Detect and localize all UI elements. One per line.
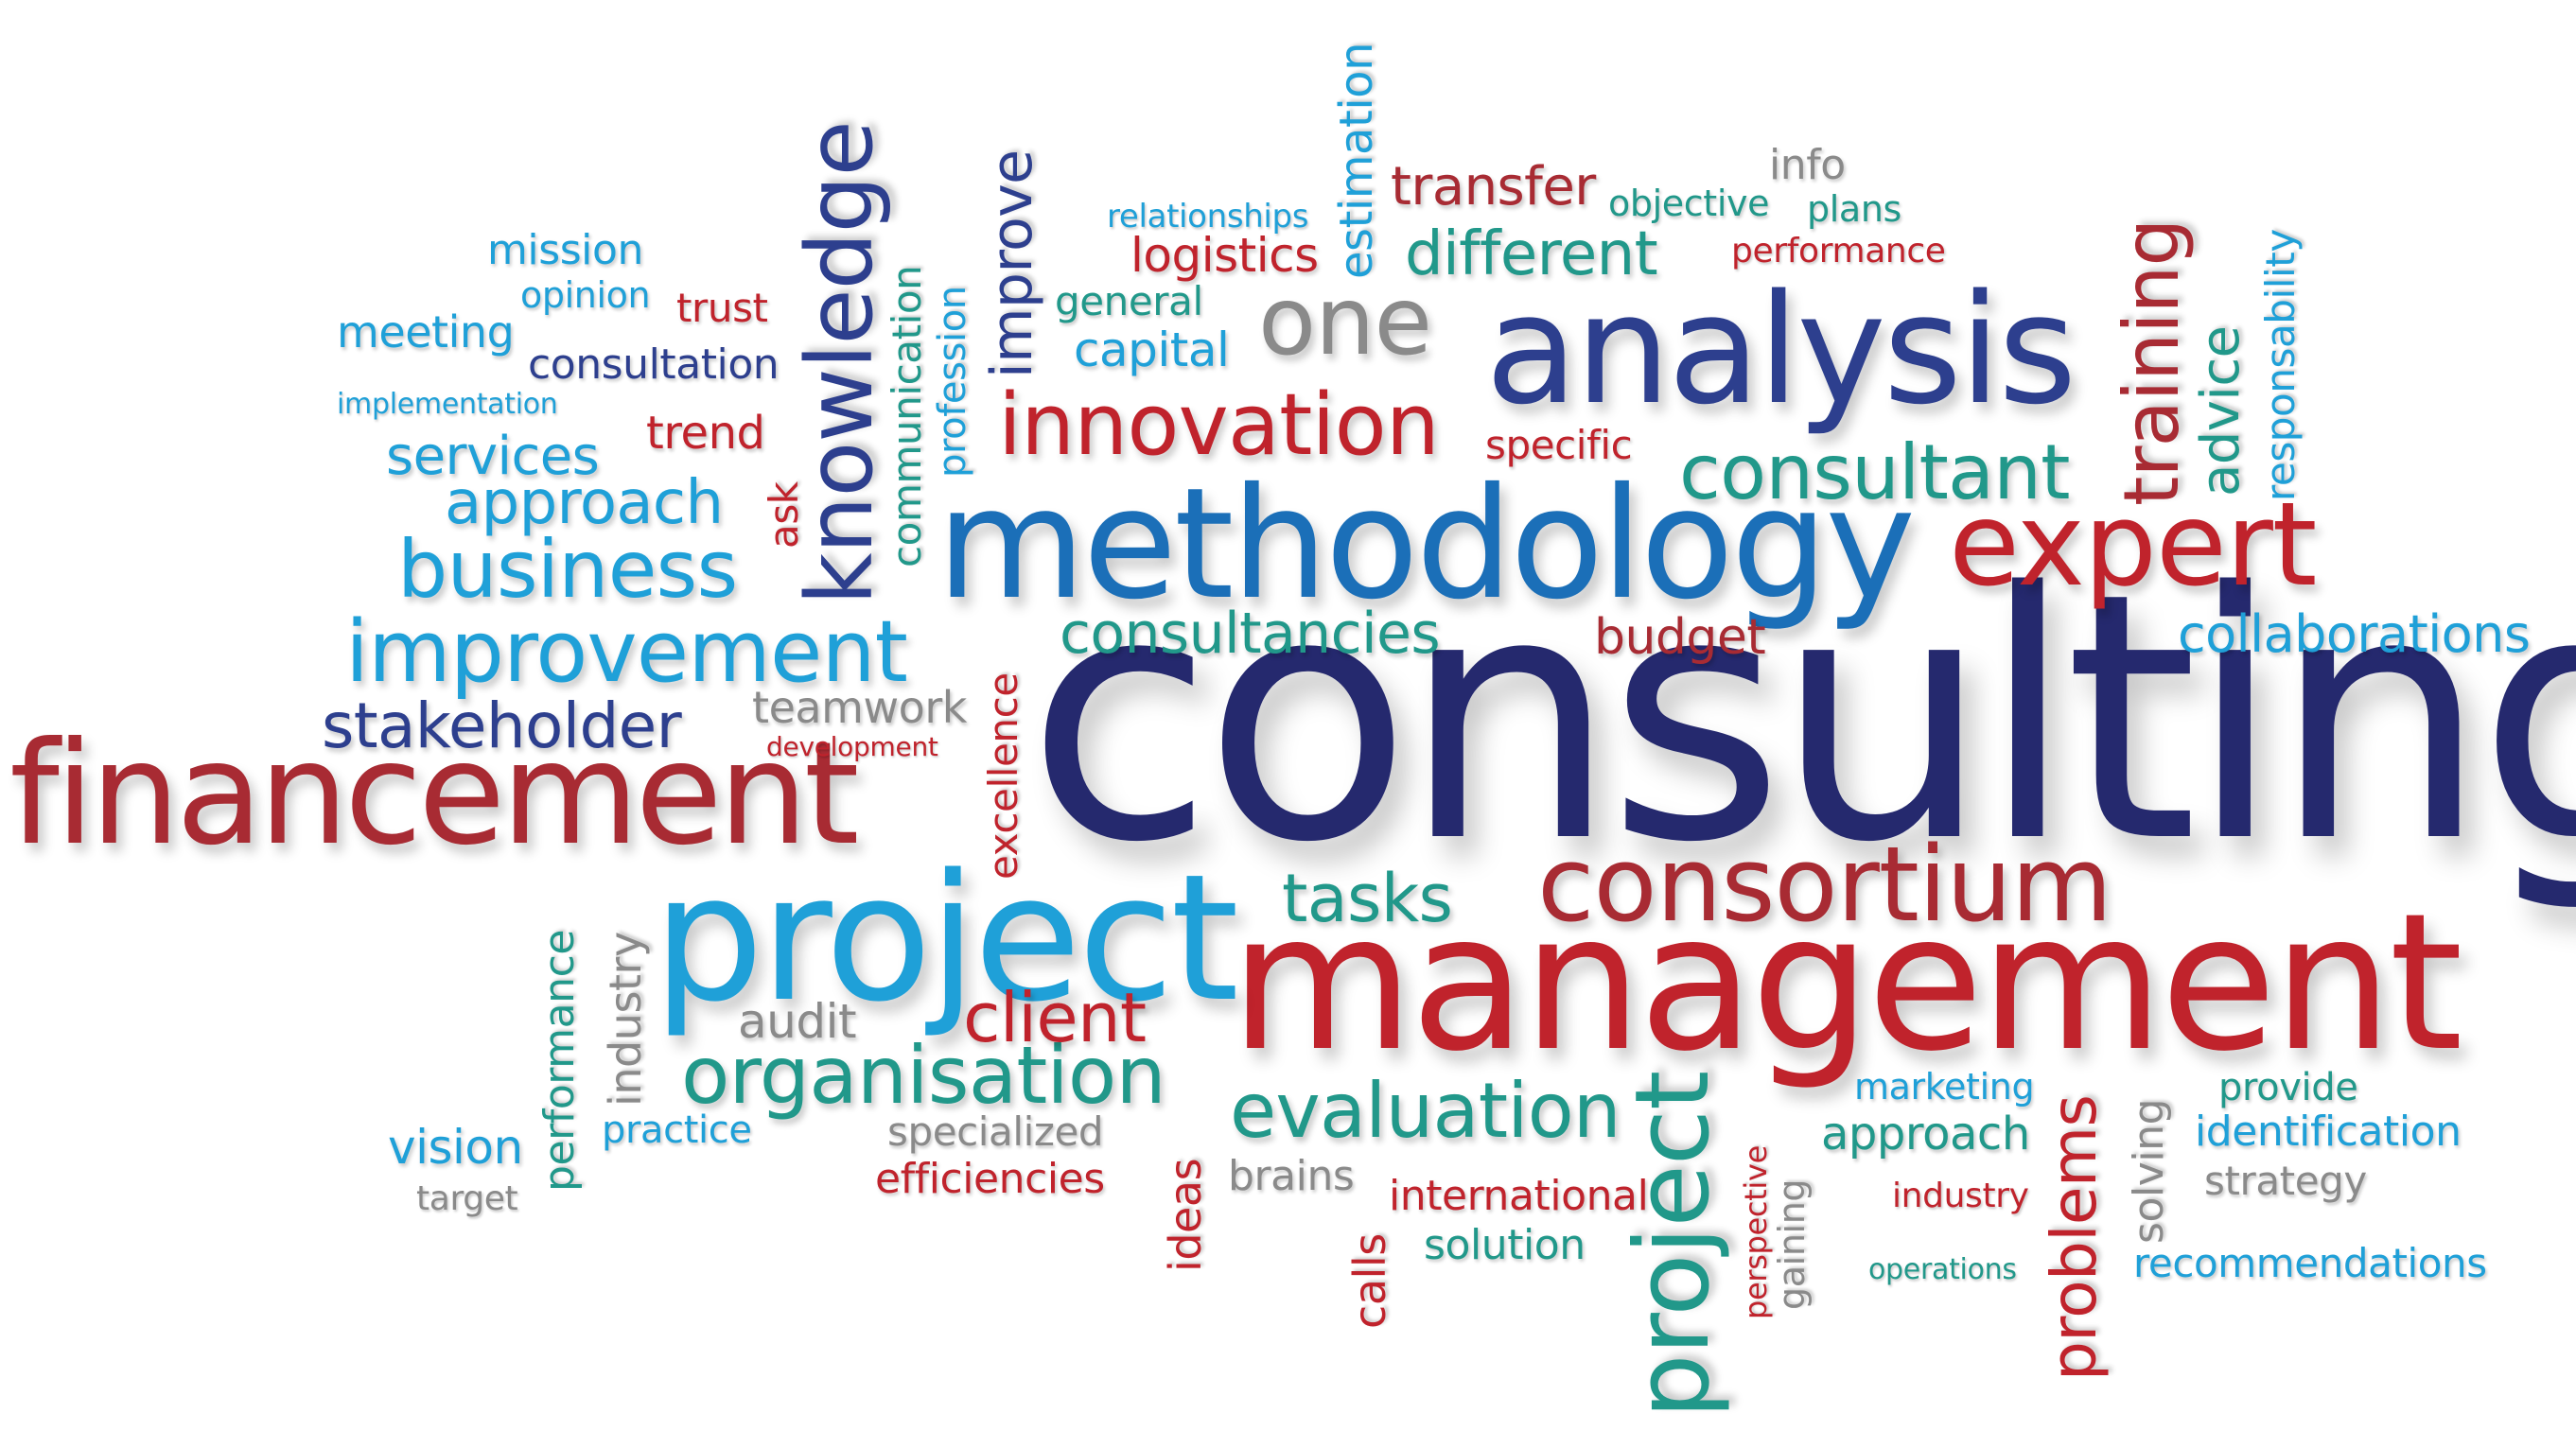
word-implementation: implementation [337, 388, 558, 421]
word-stakeholder: stakeholder [322, 689, 682, 762]
word-consulting: consulting [1026, 520, 2576, 916]
word-ideas: ideas [1160, 1158, 1211, 1272]
word-logistics: logistics [1130, 228, 1319, 283]
word-development: development [766, 731, 938, 762]
word-industry-vertical: industry [600, 932, 651, 1107]
word-excellence: excellence [980, 672, 1026, 880]
word-vision: vision [388, 1120, 523, 1175]
word-client: client [963, 978, 1147, 1057]
word-meeting: meeting [337, 306, 515, 358]
word-training: training [2108, 218, 2196, 506]
word-approach-bottom: approach [1821, 1108, 2030, 1160]
word-specific: specific [1485, 422, 1633, 468]
word-evaluation: evaluation [1230, 1067, 1621, 1155]
word-consultation: consultation [528, 340, 780, 389]
word-provide: provide [2218, 1066, 2358, 1109]
word-calls: calls [1344, 1233, 1395, 1329]
word-relationships: relationships [1107, 198, 1309, 236]
word-budget: budget [1594, 609, 1766, 666]
word-consultant: consultant [1679, 428, 2071, 516]
word-consortium: consortium [1537, 824, 2112, 945]
word-knowledge: knowledge [787, 121, 893, 605]
word-brains: brains [1228, 1152, 1355, 1200]
word-improvement: improvement [345, 602, 908, 702]
word-financement: financement [9, 712, 860, 877]
word-improve: improve [979, 149, 1045, 378]
word-plans: plans [1807, 188, 1901, 230]
word-opinion: opinion [520, 274, 651, 316]
word-solution: solution [1424, 1221, 1586, 1269]
word-teamwork: teamwork [752, 682, 967, 733]
word-identification: identification [2195, 1108, 2462, 1156]
word-capital: capital [1074, 323, 1230, 377]
word-analysis: analysis [1485, 261, 2077, 438]
word-ask: ask [761, 481, 807, 549]
word-methodology: methodology [937, 456, 1916, 634]
word-performance-top: performance [1731, 232, 1946, 270]
word-solving: solving [2125, 1098, 2173, 1244]
word-approach-top: approach [445, 468, 724, 538]
word-objective: objective [1608, 183, 1770, 224]
word-audit: audit [738, 994, 857, 1049]
word-strategy: strategy [2204, 1158, 2367, 1204]
word-recommendations: recommendations [2133, 1240, 2487, 1286]
word-specialized: specialized [887, 1108, 1104, 1155]
word-international: international [1389, 1172, 1649, 1220]
word-profession: profession [931, 286, 974, 478]
word-tasks: tasks [1282, 860, 1453, 937]
word-marketing: marketing [1854, 1066, 2035, 1108]
word-performance-vertical: performance [535, 930, 584, 1192]
word-business: business [397, 523, 738, 616]
word-industry-bottom: industry [1892, 1177, 2029, 1215]
word-expert: expert [1949, 478, 2318, 612]
word-transfer: transfer [1391, 156, 1596, 218]
word-perspective: perspective [1738, 1145, 1774, 1319]
word-organisation: organisation [681, 1029, 1166, 1122]
word-problems: problems [2038, 1094, 2111, 1381]
word-trust: trust [676, 285, 768, 331]
word-project-vertical: project [1614, 1071, 1732, 1419]
word-info: info [1769, 141, 1846, 189]
word-different: different [1405, 219, 1658, 289]
word-innovation: innovation [998, 375, 1440, 475]
word-services: services [386, 426, 600, 487]
word-collaborations: collaborations [2178, 604, 2531, 664]
word-general: general [1055, 278, 1203, 324]
word-communication: communication [884, 265, 930, 567]
word-one: one [1258, 266, 1432, 376]
word-operations: operations [1868, 1253, 2017, 1286]
word-trend: trend [646, 407, 765, 460]
word-advice: advice [2190, 325, 2252, 497]
word-management: management [1230, 873, 2463, 1093]
word-consultancies: consultancies [1060, 601, 1441, 667]
word-target: target [416, 1179, 518, 1218]
word-estimation: estimation [1330, 42, 1383, 279]
word-practice: practice [602, 1108, 752, 1152]
word-responsability: responsability [2257, 229, 2304, 501]
word-project-big: project [653, 836, 1239, 1040]
word-gaining: gaining [1771, 1178, 1813, 1310]
word-mission: mission [487, 226, 643, 274]
word-efficiencies: efficiencies [875, 1155, 1105, 1203]
